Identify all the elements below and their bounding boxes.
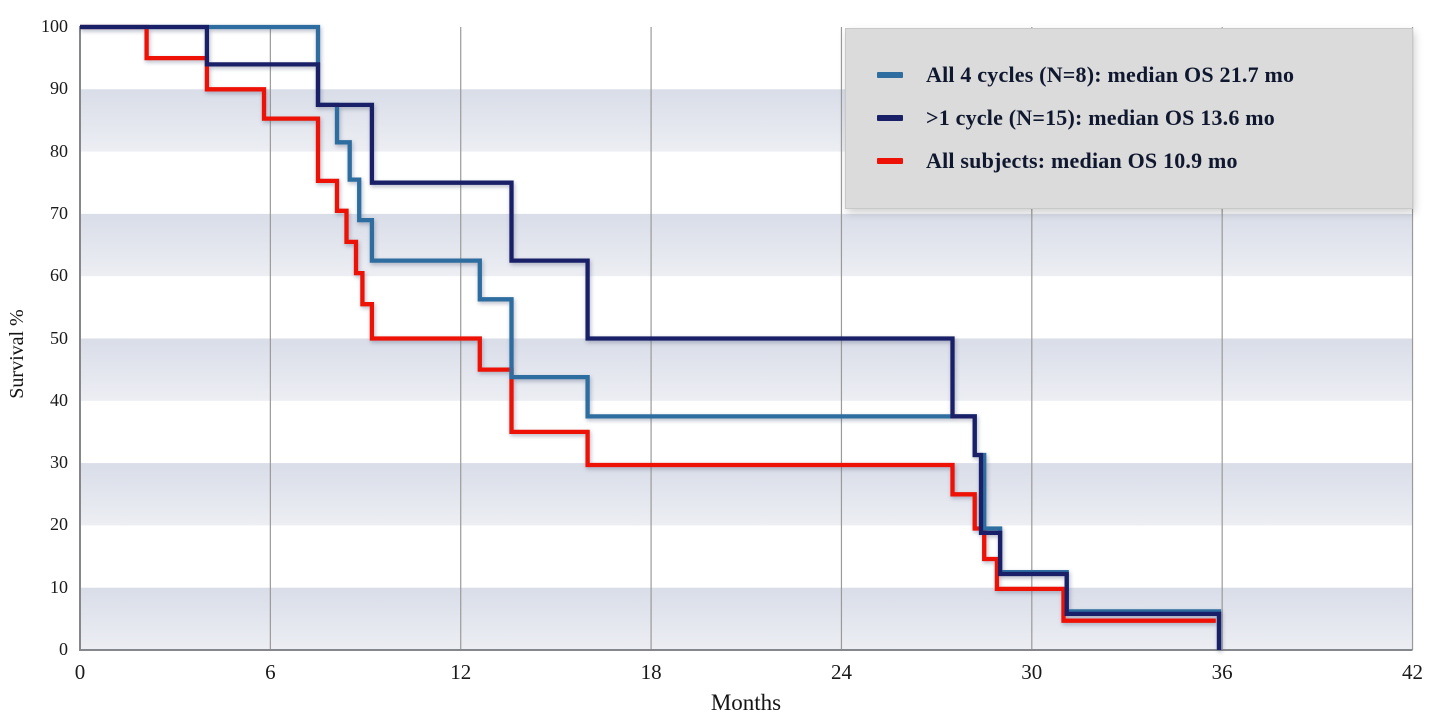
legend-label-all-subjects: All subjects: median OS 10.9 mo — [926, 148, 1238, 173]
background-band-60-70 — [80, 213, 1414, 277]
y-tick-label-80: 80 — [50, 140, 68, 161]
background-band-40-50 — [80, 338, 1414, 401]
y-tick-label-90: 90 — [50, 78, 68, 99]
x-axis-title: Months — [710, 690, 782, 715]
y-tick-label-0: 0 — [59, 639, 68, 659]
y-axis-title: Survival % — [6, 309, 28, 399]
x-tick-label-36: 36 — [1211, 660, 1233, 684]
x-tick-label-30: 30 — [1021, 660, 1043, 684]
x-tick-label-6: 6 — [265, 660, 276, 684]
legend-item-all-4-cycles: All 4 cycles (N=8): median OS 21.7 mo — [877, 60, 1412, 90]
x-tick-label-0: 0 — [74, 660, 86, 684]
x-tick-label-24: 24 — [830, 660, 852, 684]
y-tick-label-60: 60 — [50, 265, 68, 286]
series-curve-gt1-cycle — [80, 24, 1222, 650]
y-tick-label-70: 70 — [50, 202, 68, 223]
x-tick-label-18: 18 — [640, 660, 662, 684]
x-tick-label-12: 12 — [450, 660, 472, 684]
y-tick-label-30: 30 — [50, 452, 68, 473]
x-tick-label-42: 42 — [1402, 660, 1424, 684]
legend-item-all-subjects: All subjects: median OS 10.9 mo — [877, 146, 1412, 176]
legend-box: All 4 cycles (N=8): median OS 21.7 mo >1… — [845, 28, 1413, 209]
curves-group — [80, 24, 1222, 650]
y-tick-label-40: 40 — [50, 389, 68, 410]
legend-item-gt1-cycle: >1 cycle (N=15): median OS 13.6 mo — [877, 103, 1412, 133]
legend-swatch-all-subjects — [877, 158, 903, 164]
y-tick-label-50: 50 — [50, 327, 68, 348]
background-band-20-30 — [80, 463, 1414, 526]
y-tick-label-20: 20 — [50, 514, 68, 535]
legend-swatch-gt1-cycle — [877, 115, 903, 121]
legend-label-all-4-cycles: All 4 cycles (N=8): median OS 21.7 mo — [926, 62, 1295, 87]
y-tick-label-10: 10 — [50, 576, 68, 597]
y-tick-label-100: 100 — [41, 16, 68, 36]
legend-swatch-all-4-cycles — [877, 72, 903, 78]
legend-label-gt1-cycle: >1 cycle (N=15): median OS 13.6 mo — [926, 105, 1275, 130]
